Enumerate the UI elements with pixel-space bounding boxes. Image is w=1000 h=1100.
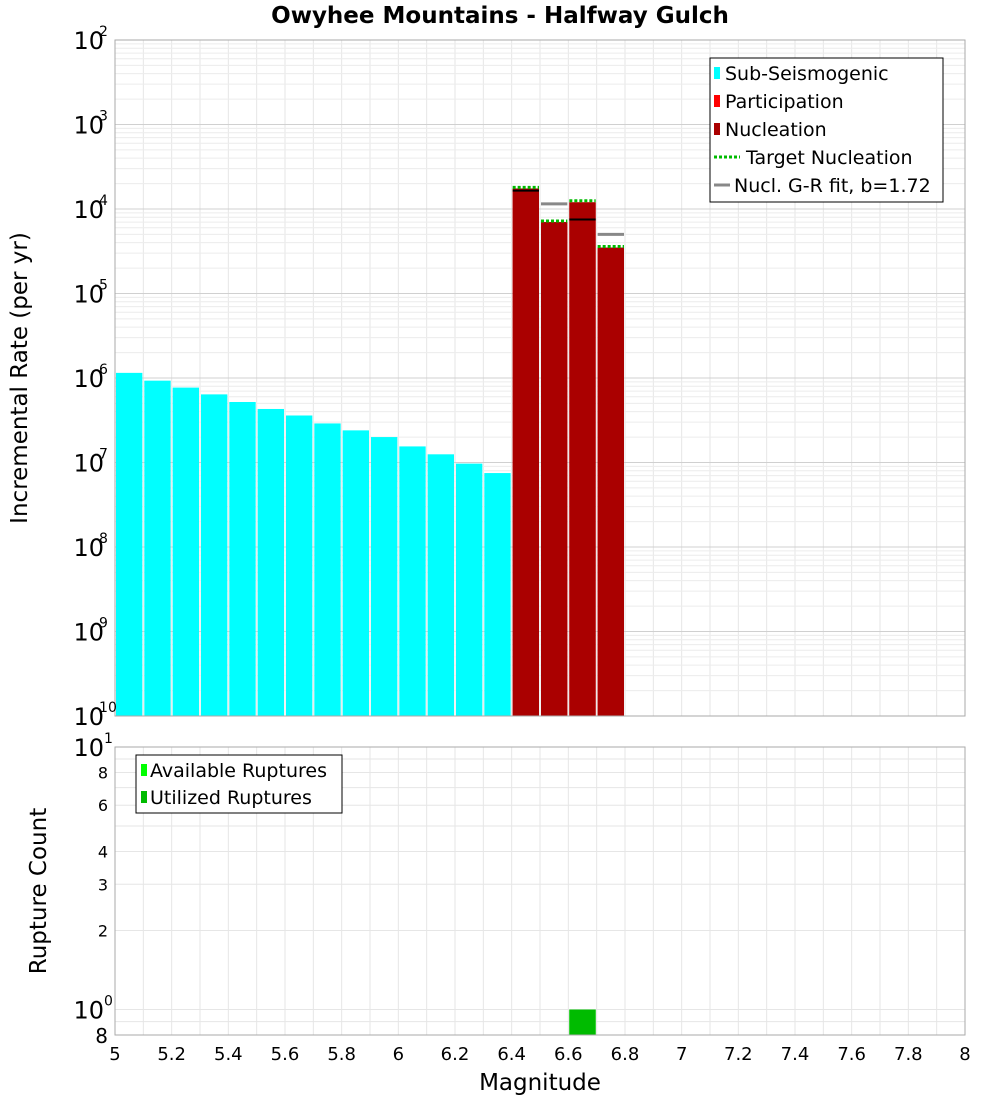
x-tick-label: 6 bbox=[393, 1044, 404, 1065]
x-tick-label: 7.6 bbox=[837, 1044, 866, 1065]
top-y-tick-label: 10 bbox=[73, 619, 104, 647]
bottom-y-axis-label: Rupture Count bbox=[26, 808, 52, 974]
sub-seismogenic-bar bbox=[484, 473, 511, 716]
bottom-y-minor-tick-label: 2 bbox=[98, 922, 108, 941]
bottom-y-minor-tick-label: 6 bbox=[98, 796, 108, 815]
bottom-y-minor-tick-label: 8 bbox=[95, 1024, 108, 1048]
x-tick-label: 5.2 bbox=[157, 1044, 186, 1065]
top-y-tick-exponent: -9 bbox=[94, 616, 108, 632]
x-tick-label: 7.4 bbox=[781, 1044, 810, 1065]
bottom-legend-box bbox=[135, 754, 343, 814]
nucleation-bar bbox=[597, 247, 624, 716]
top-y-tick-exponent: -3 bbox=[94, 109, 108, 125]
chart-title: Owyhee Mountains - Halfway Gulch bbox=[271, 3, 729, 29]
top-legend: Sub-Seismogenic Participation Nucleation Ta… bbox=[709, 57, 944, 203]
top-y-tick-label: 10 bbox=[73, 27, 104, 55]
x-tick-label: 8 bbox=[959, 1044, 970, 1065]
sub-seismogenic-bar bbox=[399, 446, 426, 716]
sub-seismogenic-bar bbox=[342, 430, 369, 716]
top-y-tick-exponent: -4 bbox=[94, 193, 108, 209]
x-tick-label: 5.4 bbox=[214, 1044, 243, 1065]
sub-seismogenic-bar bbox=[144, 380, 171, 716]
x-tick-label: 6.6 bbox=[554, 1044, 583, 1065]
sub-seismogenic-bar bbox=[314, 423, 341, 716]
top-y-tick-exponent: -2 bbox=[94, 24, 108, 40]
top-plot-grid bbox=[114, 40, 966, 717]
top-plot-frame bbox=[114, 39, 966, 717]
top-y-tick-label: 10 bbox=[73, 281, 104, 309]
bottom-plot-bars bbox=[569, 1009, 596, 1035]
bottom-y-minor-tick-label: 4 bbox=[98, 842, 108, 861]
legend-label: Nucleation bbox=[725, 119, 827, 141]
sub-seismogenic-bar bbox=[201, 394, 228, 716]
top-y-tick-exponent: -8 bbox=[94, 531, 108, 547]
nucleation-bar bbox=[569, 202, 596, 716]
legend-label: Sub-Seismogenic bbox=[725, 63, 889, 85]
legend-label: Nucl. G-R fit, b=1.72 bbox=[734, 175, 931, 197]
top-legend-box bbox=[709, 57, 944, 203]
x-tick-label: 6.8 bbox=[611, 1044, 640, 1065]
x-tick-label: 7.8 bbox=[894, 1044, 923, 1065]
top-y-tick-label: 10 bbox=[73, 450, 104, 478]
top-y-axis-label: Incremental Rate (per yr) bbox=[7, 232, 33, 524]
top-y-tick-exponent: -6 bbox=[94, 362, 108, 378]
legend-swatch bbox=[714, 123, 720, 135]
top-plot-marks bbox=[512, 185, 624, 248]
bottom-y-minor-tick-label: 3 bbox=[98, 875, 108, 894]
top-y-tick-exponent: -7 bbox=[94, 447, 108, 463]
x-axis-label: Magnitude bbox=[479, 1070, 601, 1096]
top-y-tick-label: 10 bbox=[73, 112, 104, 140]
top-y-tick-label: 10 bbox=[73, 534, 104, 562]
x-tick-label: 5.6 bbox=[271, 1044, 300, 1065]
legend-label: Utilized Ruptures bbox=[150, 787, 312, 809]
bottom-y-tick-exponent: 0 bbox=[104, 994, 113, 1010]
sub-seismogenic-bar bbox=[427, 454, 454, 716]
sub-seismogenic-bar bbox=[456, 463, 483, 716]
x-tick-label: 5.8 bbox=[327, 1044, 356, 1065]
sub-seismogenic-bar bbox=[116, 372, 143, 716]
sub-seismogenic-bar bbox=[257, 408, 284, 716]
sub-seismogenic-bar bbox=[371, 437, 398, 716]
x-tick-label: 6.2 bbox=[441, 1044, 470, 1065]
sub-seismogenic-bar bbox=[229, 401, 256, 716]
bottom-y-tick-exponent: 1 bbox=[104, 731, 113, 747]
top-y-tick-label: 10 bbox=[73, 196, 104, 224]
legend-label: Available Ruptures bbox=[150, 760, 327, 782]
sub-seismogenic-bar bbox=[286, 415, 313, 716]
nucleation-bar bbox=[541, 222, 568, 716]
legend-swatch bbox=[714, 95, 720, 107]
legend-label: Target Nucleation bbox=[745, 147, 913, 169]
bottom-y-tick-label: 10 bbox=[73, 734, 104, 762]
legend-swatch bbox=[141, 764, 147, 776]
top-y-tick-exponent: -5 bbox=[94, 278, 108, 294]
bottom-plot-frame bbox=[114, 746, 966, 1036]
top-y-tick-exponent: -10 bbox=[94, 700, 117, 716]
sub-seismogenic-bar bbox=[172, 387, 199, 716]
x-tick-label: 7 bbox=[676, 1044, 687, 1065]
bottom-y-tick-label: 10 bbox=[73, 997, 104, 1025]
bottom-y-minor-tick-label: 8 bbox=[98, 763, 108, 782]
x-tick-label: 6.4 bbox=[497, 1044, 526, 1065]
legend-label: Participation bbox=[725, 91, 844, 113]
bottom-legend: Available Ruptures Utilized Ruptures bbox=[135, 754, 343, 814]
nucleation-bar bbox=[512, 188, 539, 717]
utilized-ruptures-bar bbox=[569, 1009, 596, 1035]
top-y-tick-label: 10 bbox=[73, 365, 104, 393]
x-tick-labels: 5 5.2 5.4 5.6 5.8 6 6.2 6.4 6.6 6.8 7 7.2 7.4 7.6 7.8 8 bbox=[109, 1044, 970, 1065]
x-tick-label: 7.2 bbox=[724, 1044, 753, 1065]
top-plot-bars bbox=[116, 188, 624, 717]
top-y-tick-label: 10 bbox=[73, 703, 104, 731]
legend-swatch bbox=[141, 791, 147, 803]
x-tick-label: 5 bbox=[109, 1044, 120, 1065]
legend-swatch bbox=[714, 67, 720, 79]
